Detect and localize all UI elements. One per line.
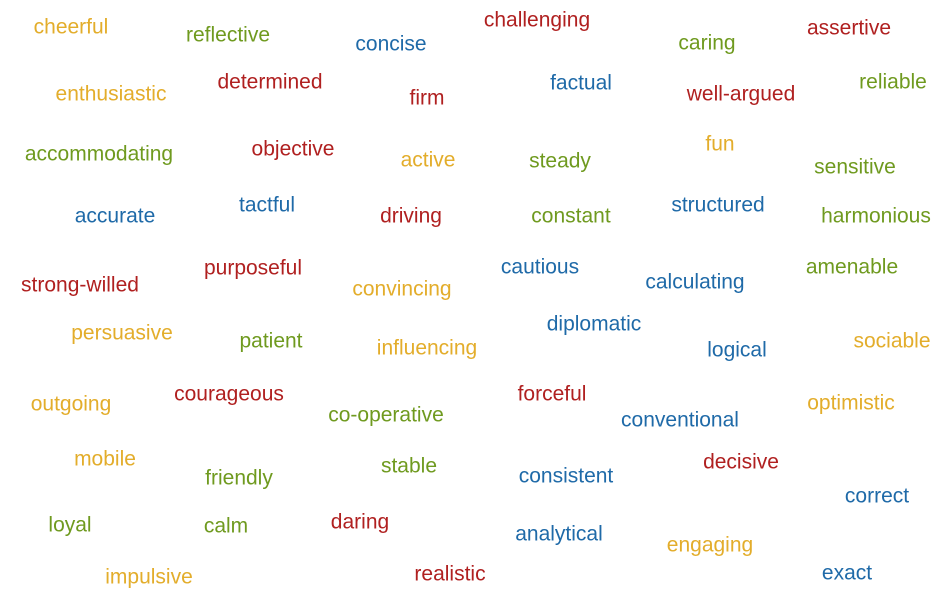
word-fun: fun: [705, 132, 735, 156]
word-well-argued: well-argued: [686, 82, 796, 106]
word-harmonious: harmonious: [821, 204, 931, 228]
word-steady: steady: [529, 149, 591, 173]
word-objective: objective: [251, 137, 335, 161]
word-courageous: courageous: [174, 382, 284, 406]
word-correct: correct: [844, 484, 910, 508]
word-analytical: analytical: [515, 522, 603, 546]
word-structured: structured: [671, 193, 765, 217]
word-reflective: reflective: [185, 23, 271, 47]
word-concise: concise: [355, 32, 427, 56]
word-assertive: assertive: [806, 16, 892, 40]
word-factual: factual: [550, 71, 612, 95]
word-impulsive: impulsive: [105, 565, 193, 589]
word-active: active: [400, 148, 456, 172]
word-purposeful: purposeful: [203, 256, 303, 280]
word-mobile: mobile: [74, 447, 136, 471]
word-daring: daring: [330, 510, 390, 534]
word-constant: constant: [531, 204, 611, 228]
word-optimistic: optimistic: [807, 391, 895, 415]
word-strong-willed: strong-willed: [21, 273, 139, 297]
word-tactful: tactful: [238, 193, 296, 217]
word-sociable: sociable: [853, 329, 931, 353]
word-realistic: realistic: [414, 562, 486, 586]
word-engaging: engaging: [666, 533, 754, 557]
word-consistent: consistent: [518, 464, 614, 488]
word-challenging: challenging: [483, 8, 591, 32]
word-diplomatic: diplomatic: [546, 312, 642, 336]
word-stable: stable: [380, 454, 438, 478]
word-patient: patient: [239, 329, 303, 353]
word-logical: logical: [707, 338, 767, 362]
word-firm: firm: [409, 86, 445, 110]
word-amenable: amenable: [805, 255, 899, 279]
word-enthusiastic: enthusiastic: [55, 82, 167, 106]
word-convincing: convincing: [352, 277, 452, 301]
word-loyal: loyal: [48, 513, 92, 537]
word-co-operative: co-operative: [328, 403, 444, 427]
word-influencing: influencing: [376, 336, 478, 360]
word-cheerful: cheerful: [33, 15, 109, 39]
word-sensitive: sensitive: [814, 155, 896, 179]
word-accurate: accurate: [74, 204, 156, 228]
word-accommodating: accommodating: [24, 142, 174, 166]
word-outgoing: outgoing: [30, 392, 112, 416]
word-caring: caring: [678, 31, 736, 55]
word-calm: calm: [203, 514, 249, 538]
word-friendly: friendly: [205, 466, 273, 490]
word-persuasive: persuasive: [71, 321, 173, 345]
word-reliable: reliable: [859, 70, 927, 94]
word-exact: exact: [821, 561, 873, 585]
word-forceful: forceful: [517, 382, 587, 406]
word-cautious: cautious: [500, 255, 580, 279]
word-conventional: conventional: [621, 408, 739, 432]
word-driving: driving: [380, 204, 442, 228]
word-determined: determined: [217, 70, 323, 94]
word-calculating: calculating: [645, 270, 745, 294]
word-decisive: decisive: [703, 450, 779, 474]
